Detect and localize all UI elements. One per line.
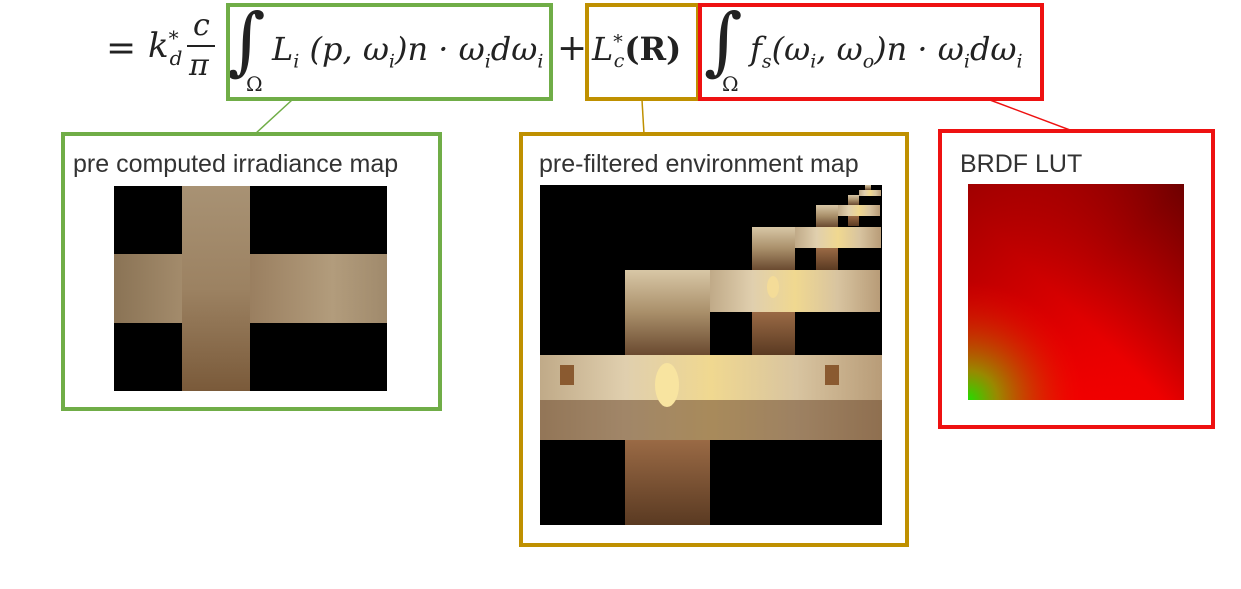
irradiance-term-highlight (226, 3, 553, 101)
term3-f: f (750, 30, 762, 68)
term1-d: dω (490, 30, 538, 68)
irradiance-label: pre computed irradiance map (73, 150, 399, 178)
integral-sign-2: ∫ (704, 0, 743, 84)
term3-rest-sub: i (963, 50, 970, 73)
prefiltered-label: pre-filtered environment map (539, 150, 859, 178)
integral-sign-1: ∫ (227, 0, 266, 84)
term2-L: L (592, 30, 614, 68)
term3-d-sub: i (1016, 50, 1023, 73)
term1-L: L (272, 30, 294, 68)
brdf-term-highlight (698, 3, 1044, 101)
term1-args: (p, ω (309, 30, 389, 68)
term2-star: * (613, 31, 623, 53)
term2-sub: c (613, 50, 625, 73)
prefiltered-env-map-image (540, 185, 882, 525)
term3-sub1: i (810, 50, 817, 73)
term3-args: (ω (771, 30, 811, 68)
term1-args-sub: i (388, 50, 395, 73)
kd-symbol: k*d (148, 26, 182, 70)
irradiance-panel (61, 132, 442, 411)
term3-comma: , ω (816, 30, 863, 68)
term1-d-sub: i (537, 50, 544, 73)
brdf-connector (989, 99, 1071, 131)
fraction-numerator: c (193, 8, 210, 43)
k-star: * (168, 26, 179, 50)
prefiltered-panel (519, 132, 909, 547)
kd-subscript: d (169, 45, 183, 70)
brdf-lut-image (968, 184, 1184, 400)
term1-rest: )n · ω (394, 30, 485, 68)
term3-sub2: o (862, 50, 875, 73)
fraction-bar (187, 45, 215, 47)
term1-sub: i (293, 50, 300, 73)
integral-domain-2: Ω (722, 72, 739, 96)
fraction-denominator: π (189, 48, 209, 83)
term3-d: dω (969, 30, 1017, 68)
term3-rest: )n · ω (874, 30, 964, 68)
equals-sign: = (106, 28, 137, 69)
irradiance-term: Li (p, ωi)n · ωidωi (272, 30, 543, 72)
prefiltered-connector (641, 99, 645, 135)
irradiance-map-image (114, 186, 387, 391)
brdf-label: BRDF LUT (960, 150, 1083, 178)
k-letter: k (148, 26, 169, 66)
integral-domain-1: Ω (246, 72, 263, 96)
prefiltered-term-highlight (585, 3, 700, 101)
brdf-panel (938, 129, 1215, 429)
prefiltered-term: L*c(R) (592, 30, 681, 72)
term3-sub: s (761, 50, 772, 73)
term1-rest-sub: i (484, 50, 491, 73)
term2-arg: (R) (624, 30, 682, 68)
irradiance-connector (254, 99, 293, 135)
brdf-term: fs(ωi, ωo)n · ωidωi (750, 30, 1023, 72)
plus-sign: + (557, 28, 588, 69)
